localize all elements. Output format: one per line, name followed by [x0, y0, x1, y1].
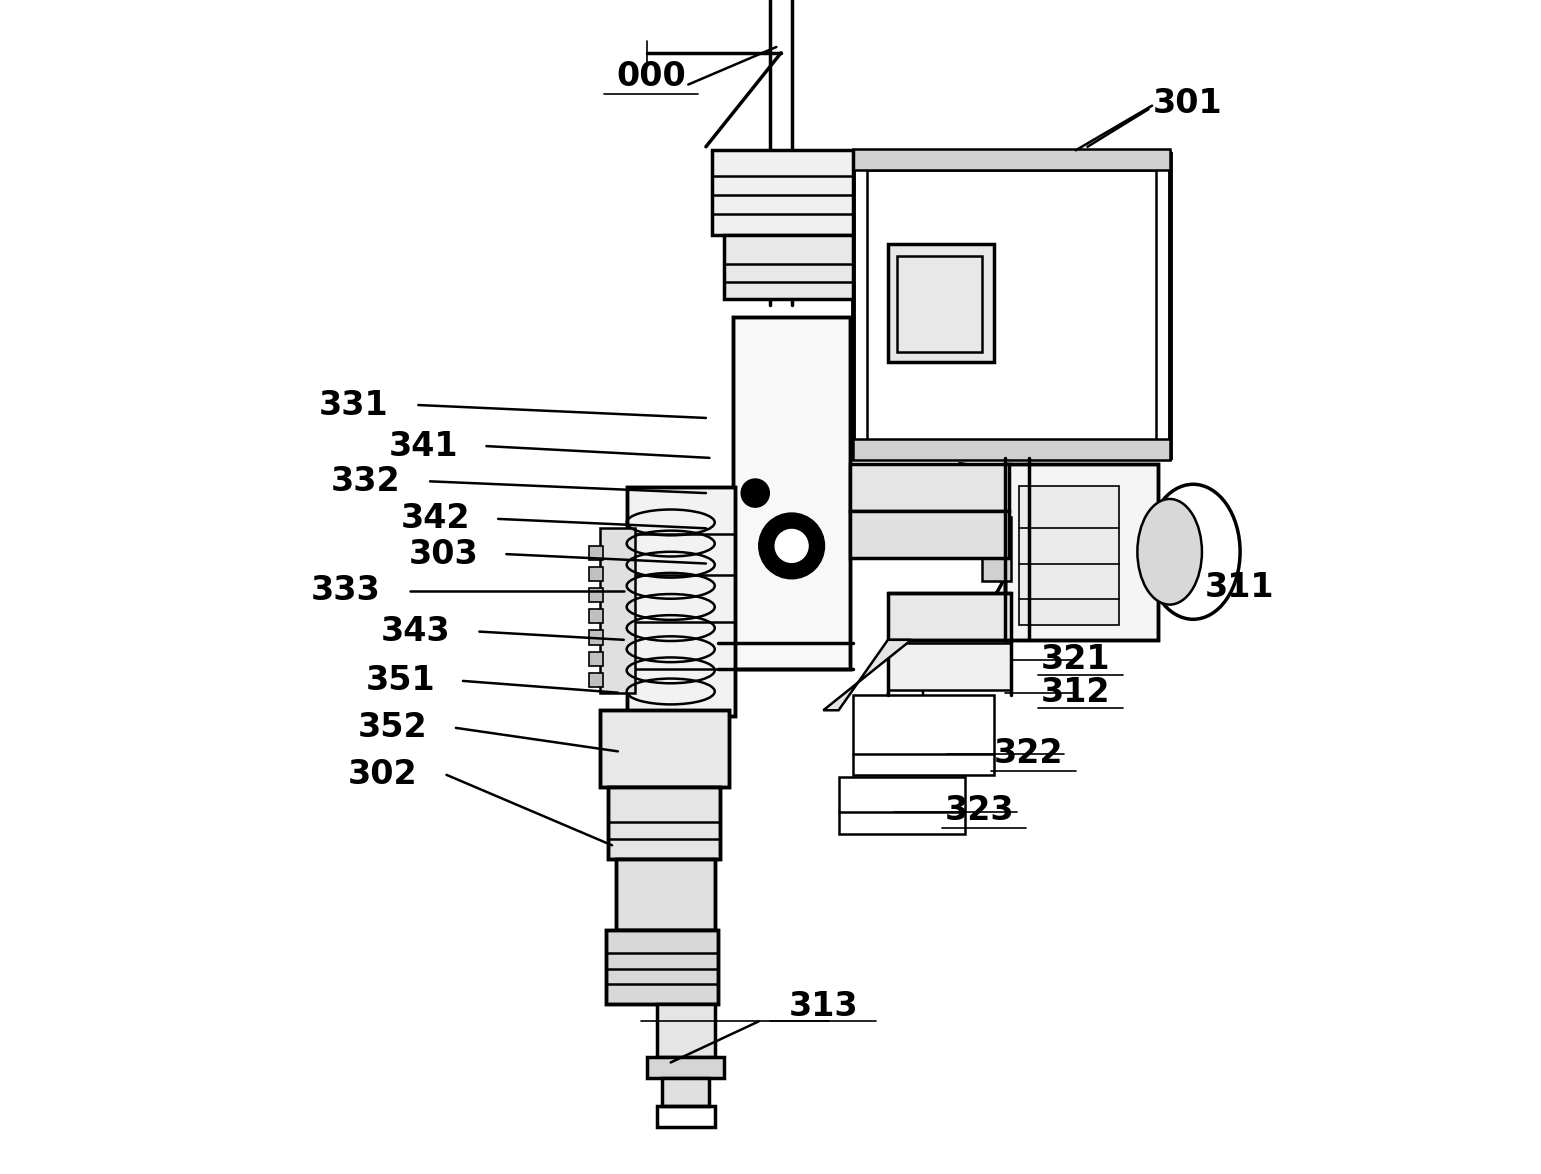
- Bar: [838, 777, 965, 834]
- Bar: [647, 1057, 724, 1078]
- Text: 341: 341: [388, 430, 459, 463]
- Circle shape: [741, 479, 769, 507]
- Text: 000: 000: [616, 60, 686, 93]
- Text: 301: 301: [1153, 87, 1224, 120]
- Bar: [589, 588, 603, 602]
- Bar: [615, 859, 715, 930]
- Bar: [1020, 486, 1119, 625]
- Ellipse shape: [1137, 499, 1202, 605]
- Bar: [852, 695, 994, 775]
- Bar: [712, 150, 852, 235]
- Circle shape: [758, 513, 824, 579]
- Text: 331: 331: [319, 389, 388, 421]
- Bar: [589, 567, 603, 581]
- Text: 333: 333: [310, 574, 381, 607]
- Bar: [589, 609, 603, 623]
- Bar: [897, 256, 982, 352]
- Circle shape: [775, 529, 807, 562]
- Bar: [656, 1106, 715, 1127]
- Text: 343: 343: [381, 615, 450, 648]
- Bar: [656, 1004, 715, 1057]
- Bar: [589, 652, 603, 666]
- Text: 302: 302: [348, 758, 418, 791]
- Text: 322: 322: [994, 737, 1063, 770]
- Bar: [601, 710, 729, 787]
- Text: 332: 332: [330, 465, 399, 498]
- Bar: [627, 487, 735, 716]
- Bar: [888, 643, 1011, 690]
- Bar: [888, 244, 994, 362]
- Bar: [852, 439, 1170, 460]
- Text: 342: 342: [401, 502, 470, 535]
- Bar: [589, 630, 603, 645]
- Bar: [734, 317, 851, 669]
- Text: 313: 313: [789, 990, 858, 1023]
- Text: 351: 351: [365, 664, 435, 697]
- Text: 323: 323: [945, 794, 1014, 826]
- Text: 312: 312: [1040, 676, 1110, 709]
- Bar: [852, 149, 1170, 170]
- Bar: [627, 487, 735, 716]
- Bar: [606, 930, 718, 1004]
- Bar: [601, 710, 729, 787]
- Bar: [1005, 464, 1157, 640]
- Bar: [663, 1078, 709, 1106]
- Bar: [712, 150, 852, 235]
- Text: 303: 303: [408, 538, 479, 571]
- Bar: [589, 673, 603, 687]
- Bar: [724, 235, 852, 299]
- Bar: [606, 930, 718, 1004]
- Bar: [615, 859, 715, 930]
- Text: 311: 311: [1205, 571, 1274, 603]
- Bar: [589, 546, 603, 560]
- Bar: [609, 787, 720, 859]
- Text: 321: 321: [1040, 643, 1110, 676]
- Bar: [1005, 464, 1157, 640]
- Bar: [888, 593, 1011, 640]
- Bar: [851, 511, 1009, 558]
- Bar: [609, 787, 720, 859]
- Text: 352: 352: [358, 711, 427, 744]
- Bar: [734, 317, 851, 669]
- Bar: [601, 528, 635, 693]
- Bar: [851, 464, 1009, 511]
- Polygon shape: [823, 640, 911, 710]
- Ellipse shape: [1147, 485, 1241, 620]
- Bar: [982, 517, 1011, 581]
